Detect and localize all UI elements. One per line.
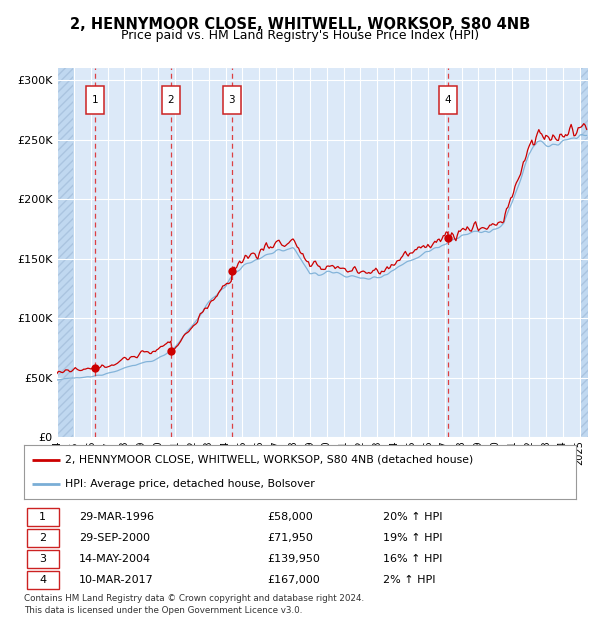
Text: 1: 1 bbox=[92, 95, 98, 105]
FancyBboxPatch shape bbox=[86, 86, 104, 113]
Text: 10-MAR-2017: 10-MAR-2017 bbox=[79, 575, 154, 585]
Text: Contains HM Land Registry data © Crown copyright and database right 2024.
This d: Contains HM Land Registry data © Crown c… bbox=[24, 594, 364, 615]
FancyBboxPatch shape bbox=[27, 529, 59, 547]
Text: 2% ↑ HPI: 2% ↑ HPI bbox=[383, 575, 436, 585]
Text: Price paid vs. HM Land Registry's House Price Index (HPI): Price paid vs. HM Land Registry's House … bbox=[121, 29, 479, 42]
Text: 2, HENNYMOOR CLOSE, WHITWELL, WORKSOP, S80 4NB (detached house): 2, HENNYMOOR CLOSE, WHITWELL, WORKSOP, S… bbox=[65, 455, 473, 465]
Text: 2: 2 bbox=[39, 533, 46, 543]
Text: 2: 2 bbox=[167, 95, 174, 105]
Text: 3: 3 bbox=[39, 554, 46, 564]
Text: 14-MAY-2004: 14-MAY-2004 bbox=[79, 554, 151, 564]
Text: 19% ↑ HPI: 19% ↑ HPI bbox=[383, 533, 442, 543]
Text: 16% ↑ HPI: 16% ↑ HPI bbox=[383, 554, 442, 564]
Text: HPI: Average price, detached house, Bolsover: HPI: Average price, detached house, Bols… bbox=[65, 479, 315, 489]
Text: 4: 4 bbox=[39, 575, 46, 585]
Text: £58,000: £58,000 bbox=[267, 513, 313, 523]
Text: 29-MAR-1996: 29-MAR-1996 bbox=[79, 513, 154, 523]
FancyBboxPatch shape bbox=[439, 86, 457, 113]
FancyBboxPatch shape bbox=[27, 550, 59, 568]
Text: 29-SEP-2000: 29-SEP-2000 bbox=[79, 533, 150, 543]
Text: £71,950: £71,950 bbox=[267, 533, 313, 543]
Text: 4: 4 bbox=[445, 95, 451, 105]
Text: £139,950: £139,950 bbox=[267, 554, 320, 564]
Text: 1: 1 bbox=[39, 513, 46, 523]
FancyBboxPatch shape bbox=[161, 86, 180, 113]
FancyBboxPatch shape bbox=[27, 508, 59, 526]
Text: 3: 3 bbox=[229, 95, 235, 105]
Bar bbox=[581, 68, 588, 437]
FancyBboxPatch shape bbox=[27, 570, 59, 588]
Text: 2, HENNYMOOR CLOSE, WHITWELL, WORKSOP, S80 4NB: 2, HENNYMOOR CLOSE, WHITWELL, WORKSOP, S… bbox=[70, 17, 530, 32]
Text: 20% ↑ HPI: 20% ↑ HPI bbox=[383, 513, 442, 523]
Text: £167,000: £167,000 bbox=[267, 575, 320, 585]
Bar bbox=[581, 68, 588, 437]
Bar bbox=[57, 68, 73, 437]
FancyBboxPatch shape bbox=[223, 86, 241, 113]
Bar bbox=[57, 68, 73, 437]
